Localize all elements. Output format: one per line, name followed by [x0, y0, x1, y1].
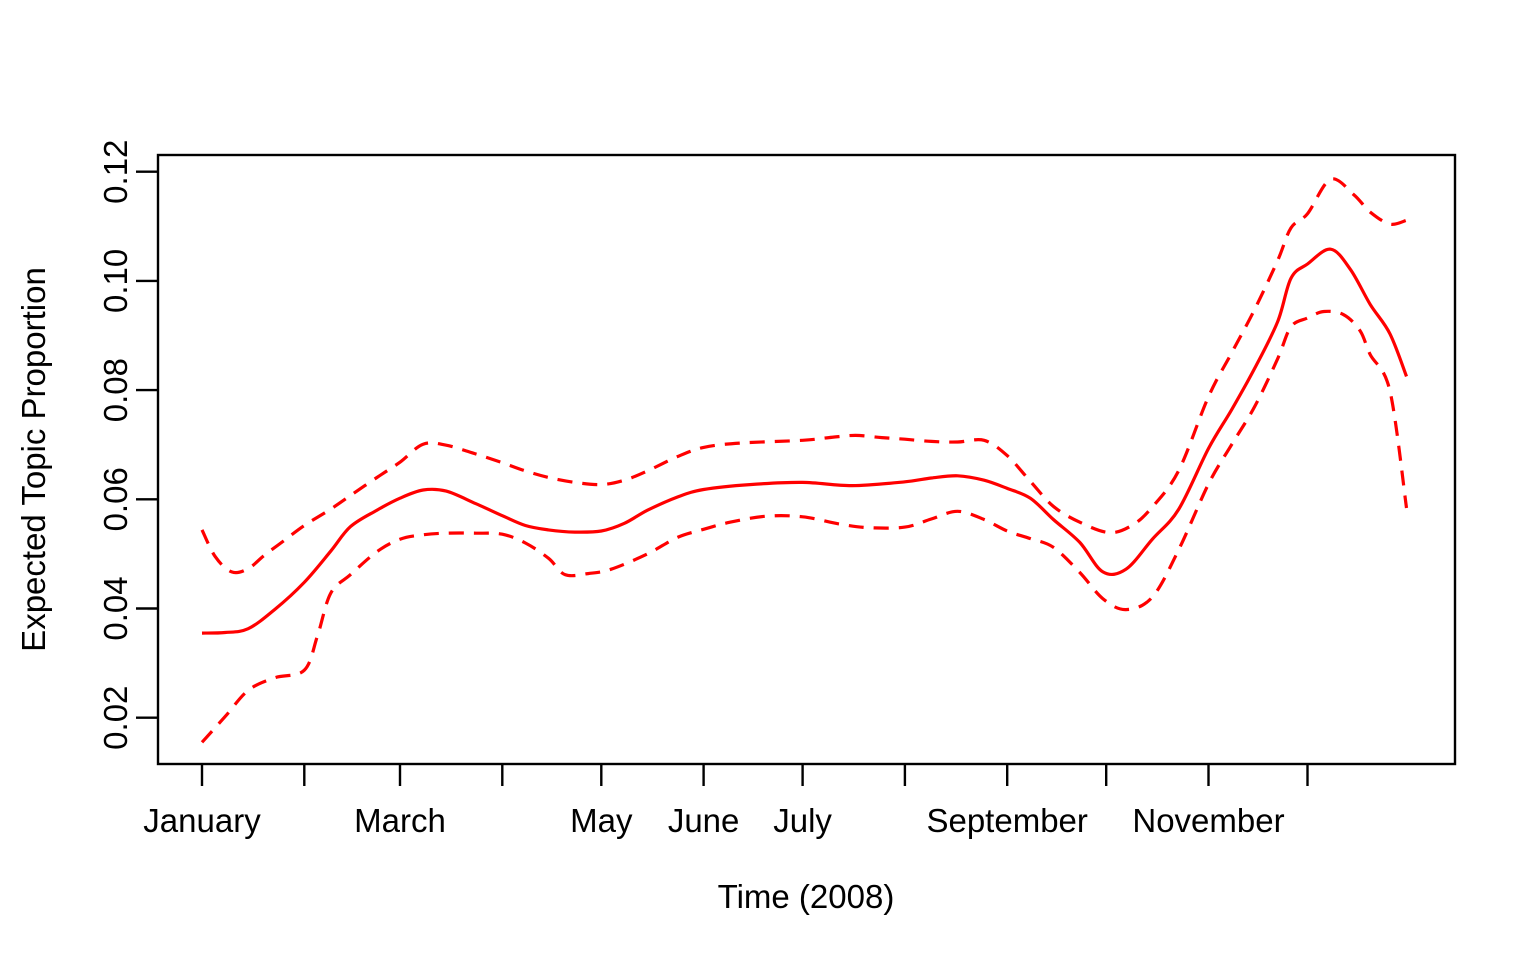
y-tick-label: 0.12	[97, 140, 134, 204]
curves-layer	[200, 177, 1409, 744]
x-axis-title: Time (2008)	[718, 878, 895, 915]
x-tick-label: March	[354, 802, 446, 839]
axes-layer: January March May June July September November…	[97, 140, 1457, 839]
lower-confidence-band-line	[200, 309, 1409, 744]
plot-box	[156, 153, 1457, 766]
x-tick-label: May	[570, 802, 633, 839]
y-axis-title: Expected Topic Proportion	[15, 267, 52, 652]
y-tick-label: 0.06	[97, 467, 134, 531]
y-tick-label: 0.02	[97, 686, 134, 750]
expected-topic-proportion-mean-line	[201, 247, 1408, 635]
x-tick-label: September	[926, 802, 1087, 839]
x-tick-label: January	[143, 802, 261, 839]
y-tick-label: 0.04	[97, 576, 134, 640]
x-tick-label: July	[773, 802, 832, 839]
y-tick-label: 0.10	[97, 249, 134, 313]
upper-confidence-band-line	[200, 177, 1407, 575]
x-tick-label: June	[668, 802, 740, 839]
y-tick-label: 0.08	[97, 358, 134, 422]
x-tick-label: November	[1132, 802, 1284, 839]
